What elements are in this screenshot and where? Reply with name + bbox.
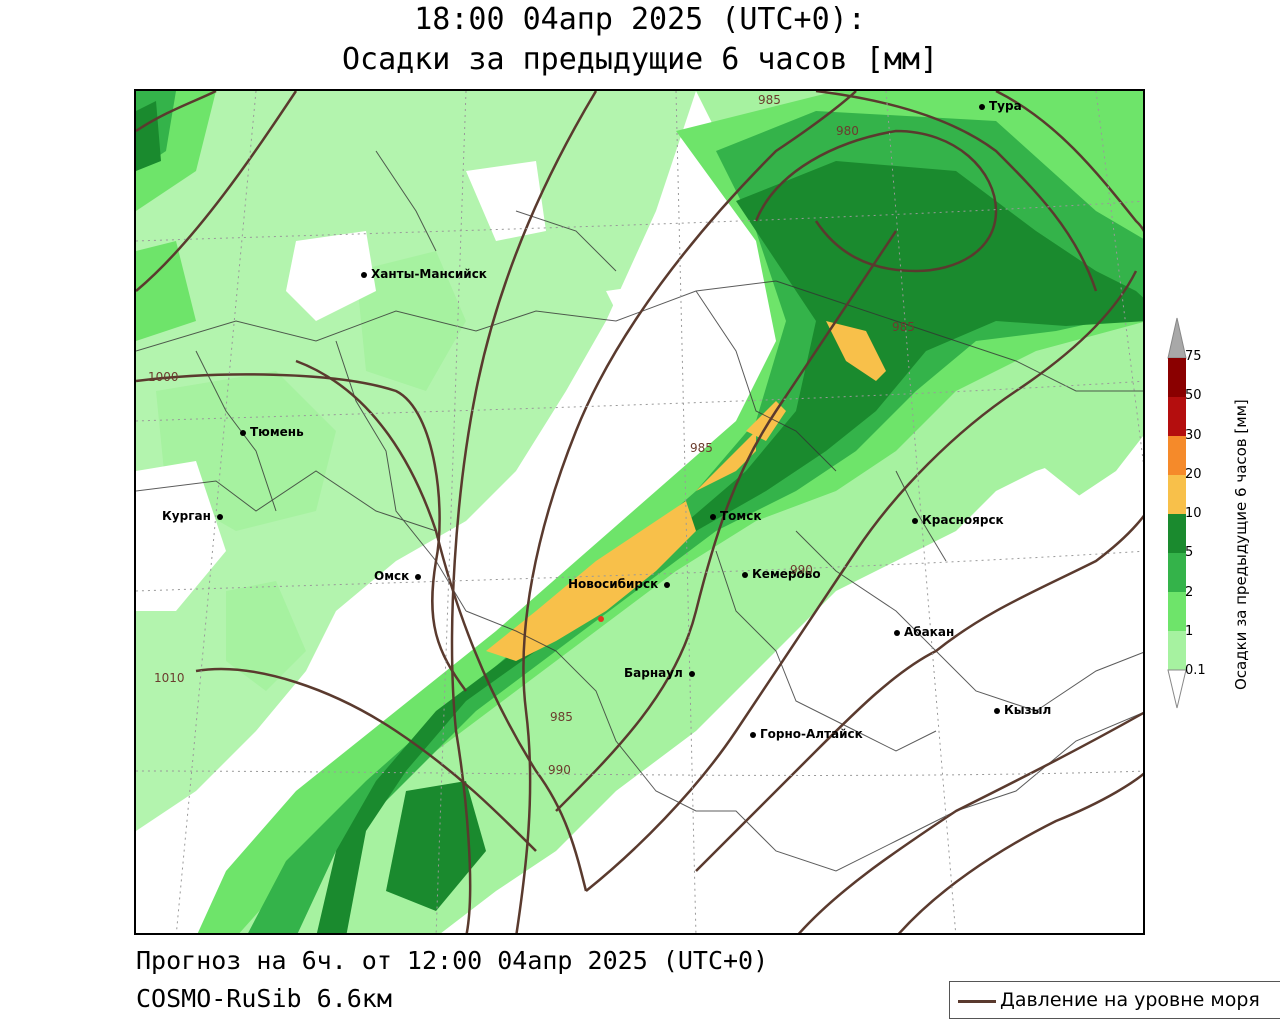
colorbar-tick-label: 10 (1185, 506, 1202, 521)
precip-intense-areas (486, 321, 886, 661)
city-kemerovo: Кемерово (742, 567, 821, 581)
city-tura: Тура (979, 99, 1022, 113)
colorbar-swatch (1168, 358, 1186, 397)
colorbar-tick-label: 1 (1185, 624, 1194, 639)
graticule (136, 91, 1143, 933)
city-gorno-altaysk: Горно-Алтайск (750, 727, 863, 741)
city-kurgan: Курган (162, 509, 227, 523)
map-canvas (136, 91, 1143, 933)
isobar-label: 985 (892, 320, 915, 334)
isobars (136, 91, 1143, 933)
colorbar-tick-label: 2 (1185, 585, 1194, 600)
colorbar-swatch (1168, 475, 1186, 514)
city-marker-icon (742, 571, 748, 578)
city-barnaul: Барнаул (624, 666, 699, 680)
colorbar-swatch (1168, 553, 1186, 592)
pressure-legend-label: Давление на уровне моря (1000, 989, 1260, 1011)
colorbar-swatch (1168, 631, 1186, 670)
city-marker-icon (361, 271, 367, 278)
city-marker-icon (710, 513, 716, 520)
colorbar-swatch (1168, 436, 1186, 475)
colorbar-tick-label: 0.1 (1185, 663, 1206, 678)
city-marker-icon (688, 670, 695, 677)
city-marker-icon (415, 573, 422, 580)
colorbar-tick-label: 20 (1185, 467, 1202, 482)
city-label: Горно-Алтайск (760, 727, 863, 741)
precip-gaps (136, 161, 1143, 933)
colorbar-tick-label: 75 (1185, 349, 1202, 364)
isobar-label: 985 (690, 441, 713, 455)
city-tyumen: Тюмень (240, 425, 304, 439)
colorbar-swatch (1168, 592, 1186, 631)
city-marker-icon (894, 629, 900, 636)
precipitation-map: Тура Ханты-Мансийск Тюмень Курган Омск Т… (134, 89, 1145, 935)
city-label: Новосибирск (568, 577, 659, 591)
model-name: COSMO-RuSib 6.6км (136, 984, 392, 1013)
precip-colorbar (1167, 317, 1187, 709)
city-label: Томск (720, 509, 762, 523)
forecast-info: Прогноз на 6ч. от 12:00 04апр 2025 (UTC+… (136, 946, 769, 975)
city-marker-icon (216, 513, 223, 520)
city-marker-icon (240, 429, 246, 436)
pressure-legend: Давление на уровне моря (949, 981, 1280, 1019)
city-label: Барнаул (624, 666, 683, 680)
colorbar-title: Осадки за предыдущие 6 часов [мм] (1232, 399, 1250, 690)
colorbar-top-arrow (1167, 317, 1187, 359)
city-marker-icon (750, 731, 756, 738)
city-label: Абакан (904, 625, 955, 639)
city-marker-icon (979, 103, 985, 110)
colorbar-tick-label: 50 (1185, 388, 1202, 403)
isobar-label: 1000 (148, 370, 179, 384)
isobar-label: 980 (836, 124, 859, 138)
city-novosibirsk: Новосибирск (568, 577, 674, 591)
isobar-label: 985 (758, 93, 781, 107)
pressure-line-icon (958, 1000, 996, 1003)
isobar-label: 990 (790, 563, 813, 577)
city-omsk: Омск (374, 569, 425, 583)
isobar-label: 990 (548, 763, 571, 777)
colorbar-swatch (1168, 514, 1186, 553)
map-title-variable: Осадки за предыдущие 6 часов [мм] (341, 42, 939, 77)
city-krasnoyarsk: Красноярск (912, 513, 1004, 527)
colorbar-tick-label: 5 (1185, 545, 1194, 560)
city-label: Курган (162, 509, 211, 523)
city-label: Кемерово (752, 567, 821, 581)
city-khanty-mansiysk: Ханты-Мансийск (361, 267, 487, 281)
isobar-label: 1010 (154, 671, 185, 685)
city-kyzyl: Кызыл (994, 703, 1051, 717)
colorbar-tick-label: 30 (1185, 428, 1202, 443)
city-label: Кызыл (1004, 703, 1052, 717)
city-label: Омск (374, 569, 410, 583)
precip-extreme-spot (598, 616, 604, 622)
city-tomsk: Томск (710, 509, 762, 523)
city-marker-icon (664, 581, 671, 588)
admin-boundaries (136, 150, 1143, 872)
city-label: Ханты-Мансийск (371, 267, 487, 281)
isobar-label: 985 (550, 710, 573, 724)
colorbar-swatch (1168, 397, 1186, 436)
city-abakan: Абакан (894, 625, 954, 639)
map-title-time: 18:00 04апр 2025 (UTC+0): (414, 2, 866, 37)
city-marker-icon (994, 707, 1000, 714)
city-label: Тюмень (250, 425, 304, 439)
colorbar-bottom-arrow (1167, 669, 1187, 709)
city-label: Красноярск (922, 513, 1004, 527)
city-label: Тура (989, 99, 1022, 113)
city-marker-icon (912, 517, 918, 524)
